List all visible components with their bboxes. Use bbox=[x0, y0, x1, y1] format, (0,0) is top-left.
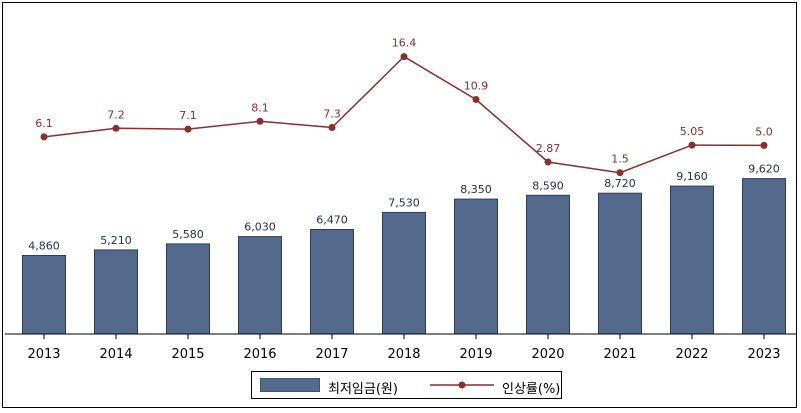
rate-point-2014 bbox=[112, 124, 120, 132]
rate-label-2017: 7.3 bbox=[323, 108, 341, 121]
bar-2023 bbox=[742, 178, 786, 335]
bar-label-2018: 7,530 bbox=[388, 196, 420, 209]
bar-2016 bbox=[238, 236, 282, 335]
bar-label-2015: 5,580 bbox=[172, 228, 204, 241]
bar-2022 bbox=[670, 185, 714, 335]
x-tick-label-2016: 2016 bbox=[243, 347, 276, 362]
legend-label-rate: 인상률(%) bbox=[502, 382, 561, 397]
rate-label-2022: 5.05 bbox=[680, 125, 705, 138]
bar-2018 bbox=[382, 211, 426, 335]
x-tick-label-2019: 2019 bbox=[459, 347, 492, 362]
rate-point-2022 bbox=[688, 141, 696, 149]
bar-label-2020: 8,590 bbox=[532, 179, 564, 192]
rate-label-2015: 7.1 bbox=[179, 109, 197, 122]
rate-label-2018: 16.4 bbox=[392, 37, 417, 50]
rate-label-2020: 2.87 bbox=[536, 142, 561, 155]
bar-series bbox=[22, 178, 786, 335]
bar-label-2022: 9,160 bbox=[676, 170, 708, 183]
legend-label-wage: 최저임금(원) bbox=[328, 382, 398, 397]
bar-2015 bbox=[166, 243, 210, 335]
x-tick-label-2018: 2018 bbox=[387, 347, 420, 362]
bar-2020 bbox=[526, 194, 570, 335]
rate-line bbox=[43, 55, 765, 174]
rate-label-2023: 5.0 bbox=[755, 125, 773, 138]
rate-point-2017 bbox=[328, 124, 336, 131]
x-tick-labels: 2013 2014 2015 2016 2017 2018 2019 2020 2021 2022… bbox=[27, 347, 780, 362]
rate-value-labels: 6.1 7.2 7.1 8.1 7.3 16.4 10.9 2.87 1.5 5.05 5.0 bbox=[35, 37, 773, 166]
x-tick-label-2022: 2022 bbox=[675, 347, 708, 362]
bar-2013 bbox=[22, 255, 66, 335]
rate-point-2023 bbox=[760, 141, 768, 149]
x-tick-label-2020: 2020 bbox=[531, 347, 564, 362]
bar-label-2021: 8,720 bbox=[604, 177, 636, 190]
rate-point-2020 bbox=[544, 158, 552, 166]
bar-label-2019: 8,350 bbox=[460, 183, 492, 196]
chart-svg: 4,860 5,210 5,580 6,030 6,470 7,530 8,350 8,590… bbox=[5, 37, 796, 362]
rate-label-2019: 10.9 bbox=[464, 80, 489, 93]
chart-frame: 4,860 5,210 5,580 6,030 6,470 7,530 8,350 8,590… bbox=[2, 2, 797, 408]
rate-point-2019 bbox=[472, 96, 480, 103]
bar-label-2016: 6,030 bbox=[244, 221, 276, 234]
bar-label-2014: 5,210 bbox=[100, 234, 132, 247]
bar-2019 bbox=[454, 198, 498, 335]
rate-points bbox=[40, 53, 768, 177]
bar-2021 bbox=[598, 192, 642, 335]
bar-2017 bbox=[310, 229, 354, 335]
rate-point-2018 bbox=[400, 53, 408, 61]
x-tick-label-2013: 2013 bbox=[27, 347, 60, 362]
x-tick-label-2015: 2015 bbox=[171, 347, 204, 362]
rate-label-2014: 7.2 bbox=[107, 108, 125, 121]
rate-point-2021 bbox=[616, 169, 624, 177]
bar-label-2023: 9,620 bbox=[748, 163, 780, 176]
bar-label-2017: 6,470 bbox=[316, 214, 348, 227]
x-tick-label-2014: 2014 bbox=[99, 347, 132, 362]
x-tick-label-2017: 2017 bbox=[315, 347, 348, 362]
legend: 최저임금(원) 인상률(%) bbox=[251, 371, 562, 399]
rate-point-2016 bbox=[256, 117, 264, 125]
x-tick-label-2021: 2021 bbox=[603, 347, 636, 362]
legend-line-swatch bbox=[430, 381, 494, 389]
bar-value-labels: 4,860 5,210 5,580 6,030 6,470 7,530 8,350 8,590… bbox=[28, 163, 780, 253]
bar-2014 bbox=[94, 249, 138, 335]
rate-label-2016: 8.1 bbox=[251, 101, 269, 114]
x-tick-label-2023: 2023 bbox=[747, 347, 780, 362]
x-ticks bbox=[43, 334, 765, 339]
rate-label-2013: 6.1 bbox=[35, 117, 53, 130]
rate-point-2013 bbox=[40, 133, 48, 141]
rate-point-2015 bbox=[184, 125, 192, 133]
rate-label-2021: 1.5 bbox=[611, 153, 629, 166]
bar-label-2013: 4,860 bbox=[28, 240, 60, 253]
legend-bar-swatch bbox=[260, 378, 320, 392]
